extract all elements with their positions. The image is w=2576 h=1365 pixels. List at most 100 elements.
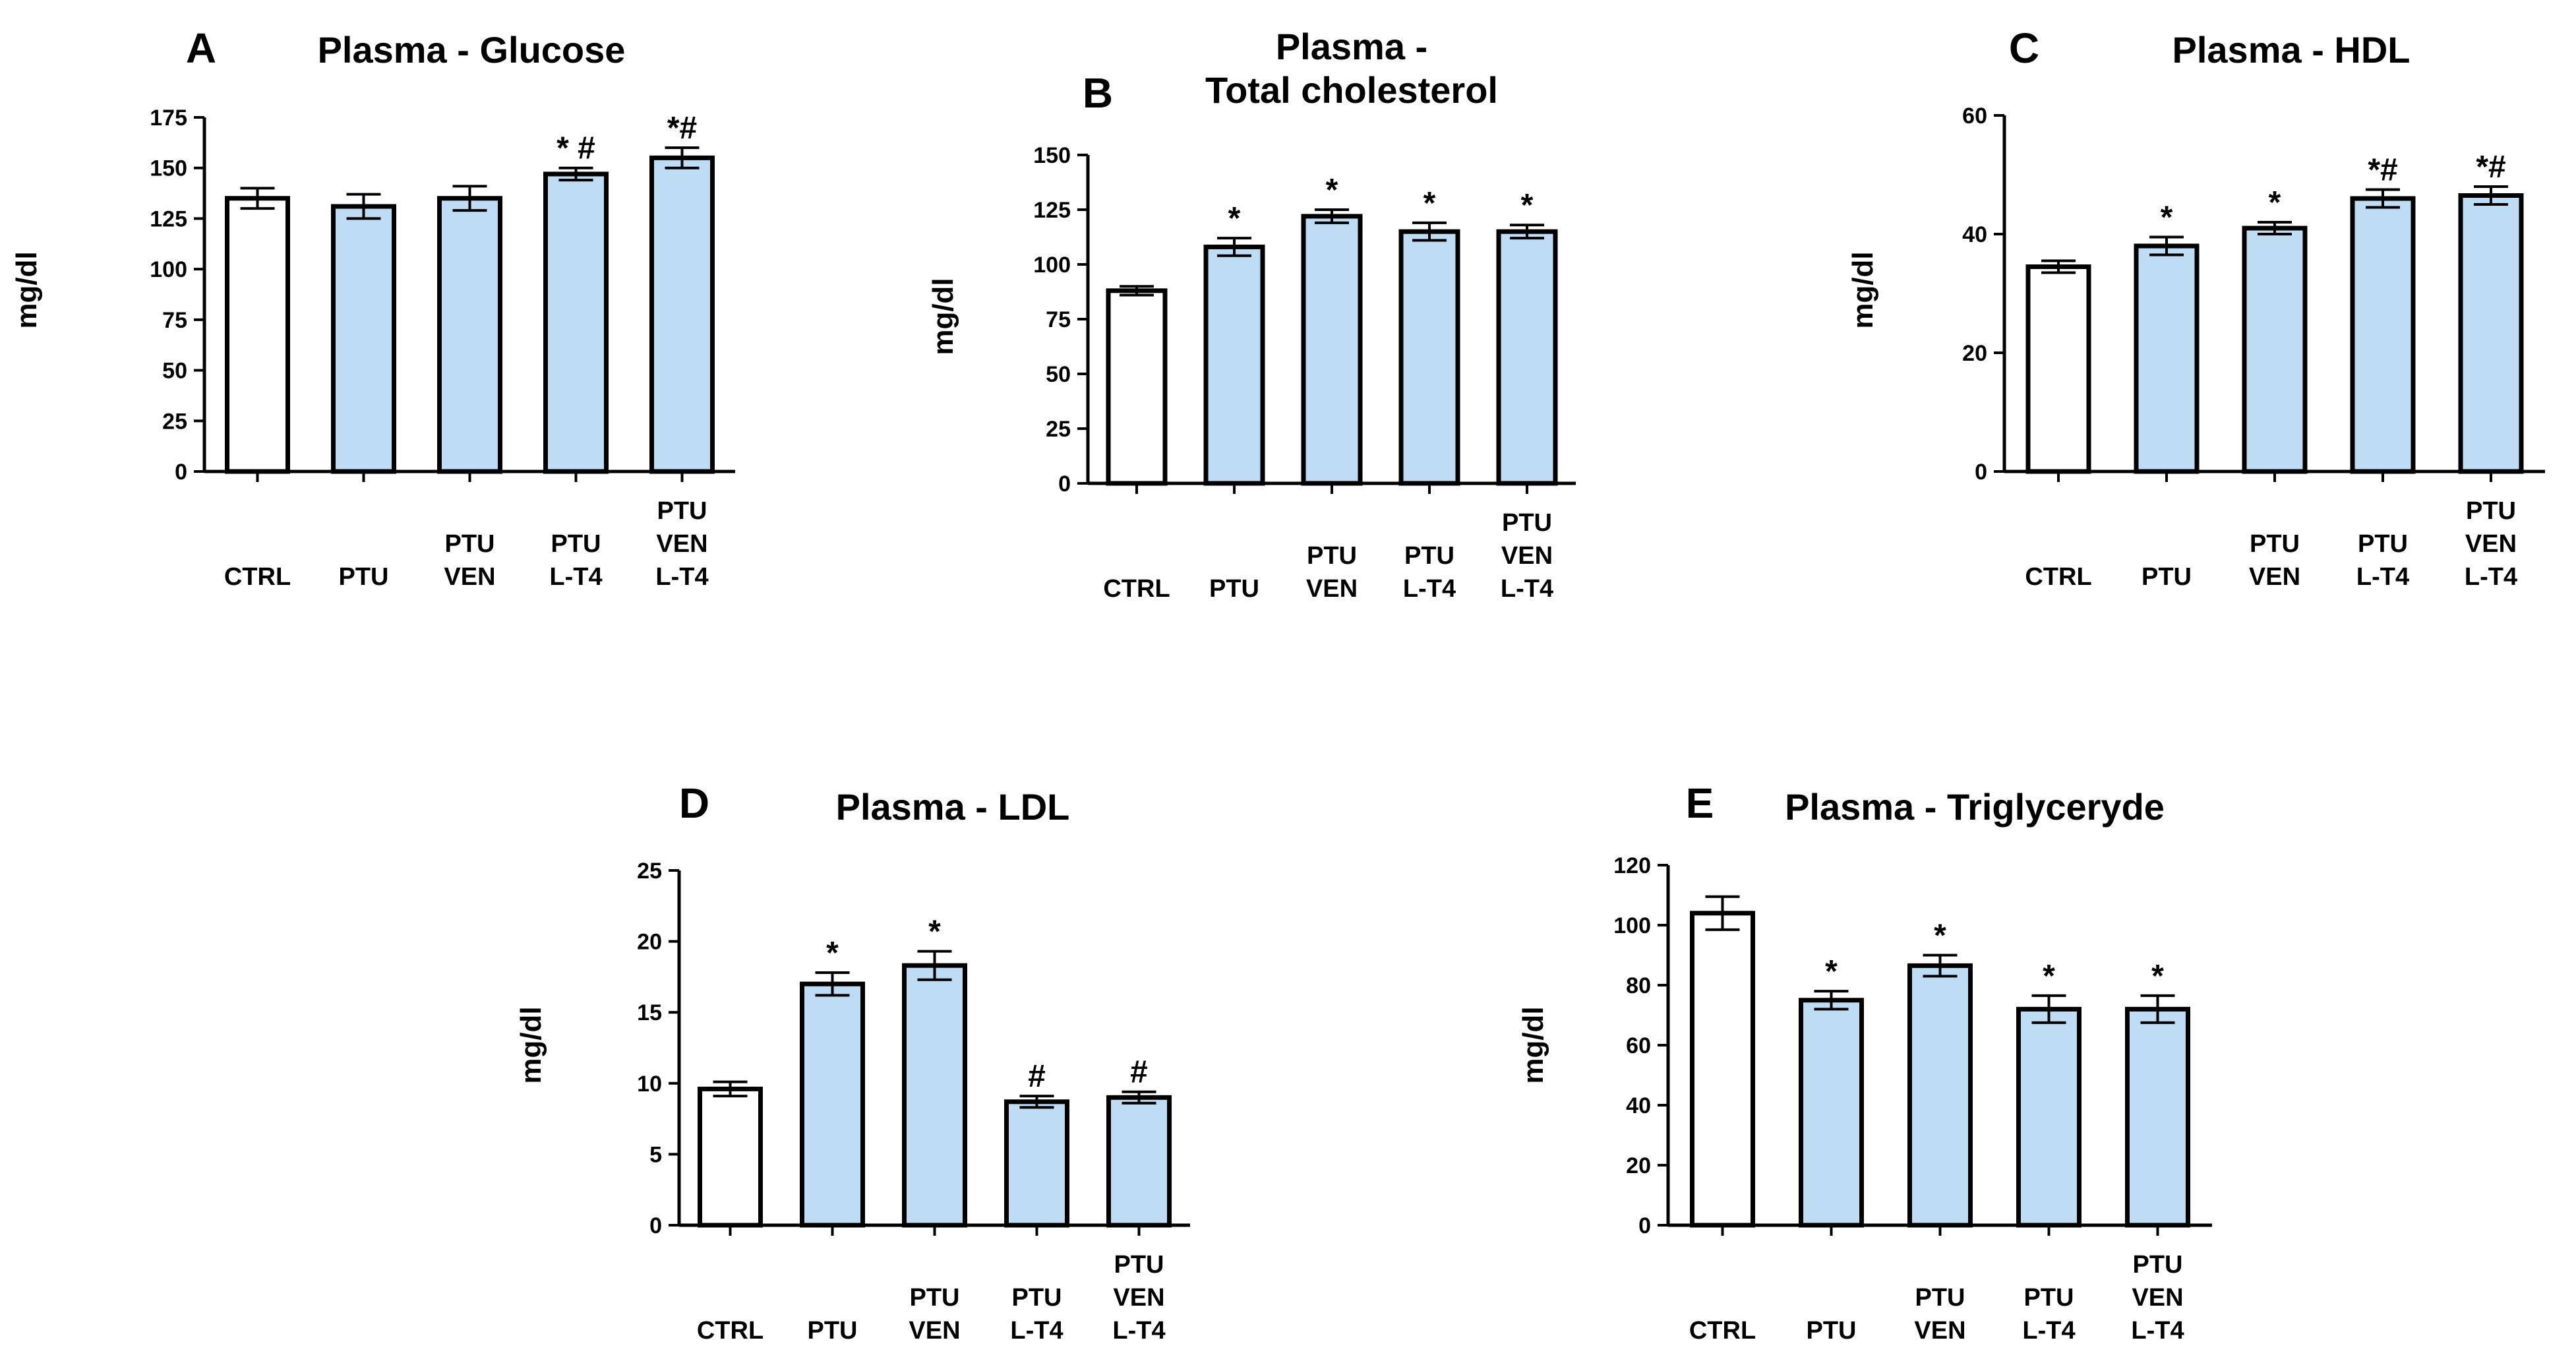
bar	[1398, 229, 1460, 486]
bar	[1004, 1099, 1069, 1228]
x-category-label: VEN	[2465, 530, 2517, 558]
y-tick-label: 50	[162, 359, 187, 384]
x-category-label: PTU	[1915, 1284, 1965, 1312]
y-tick-label: 20	[637, 930, 662, 955]
significance-marker: *	[1825, 954, 1838, 989]
x-category-label: L-T4	[2131, 1317, 2184, 1345]
chart-title: Plasma - Glucose	[318, 29, 626, 71]
y-tick-label: 20	[1962, 341, 1987, 366]
x-category-label: L-T4	[2356, 563, 2409, 591]
x-category-label: PTU	[808, 1317, 858, 1345]
significance-marker: *	[928, 915, 941, 950]
x-category-label: L-T4	[549, 563, 602, 591]
bar	[543, 171, 609, 474]
x-category-label: PTU	[445, 530, 495, 558]
significance-marker: *	[1228, 201, 1241, 236]
x-category-label: CTRL	[224, 563, 291, 591]
panel-letter: E	[1686, 779, 1714, 827]
significance-marker: *	[2269, 185, 2281, 220]
x-category-label: VEN	[656, 530, 707, 558]
x-category-label: CTRL	[1103, 575, 1170, 603]
significance-marker: *	[1326, 173, 1338, 208]
x-category-label: PTU	[2133, 1251, 2183, 1279]
bar	[331, 204, 396, 474]
y-tick-label: 0	[1638, 1213, 1651, 1238]
chart-panel-d: D Plasma - LDL mg/dl 0 5 10 15 20 25 CTRL * PTU * PTU…	[515, 779, 1190, 1345]
x-category-label: VEN	[2132, 1284, 2183, 1312]
y-tick-label: 100	[1033, 253, 1071, 278]
x-category-label: PTU	[1502, 509, 1552, 537]
x-category-label: VEN	[1914, 1317, 1965, 1345]
x-category-label: PTU	[551, 530, 601, 558]
bar	[2134, 243, 2200, 474]
y-tick-label: 0	[649, 1213, 662, 1238]
chart-panel-c: C Plasma - HDL mg/dl 0 20 40 60 CTRL * PTU * PTU VEN…	[1847, 24, 2545, 591]
bar	[2350, 196, 2416, 474]
y-tick-label: 25	[1046, 417, 1071, 442]
bar	[1799, 998, 1864, 1228]
x-category-label: VEN	[909, 1317, 960, 1345]
y-axis-label: mg/dl	[927, 278, 959, 355]
y-tick-label: 0	[1058, 471, 1071, 497]
x-category-label: PTU	[1114, 1251, 1164, 1279]
bar	[1106, 288, 1168, 486]
x-category-label: L-T4	[1501, 575, 1553, 603]
y-tick-label: 50	[1046, 362, 1071, 387]
x-category-label: CTRL	[2025, 563, 2091, 591]
x-category-label: PTU	[1209, 575, 1259, 603]
panel-letter: A	[186, 24, 216, 72]
chart-title: Plasma - LDL	[836, 786, 1070, 828]
bar	[1203, 244, 1265, 486]
bar	[1106, 1095, 1172, 1228]
y-tick-label: 80	[1626, 973, 1651, 998]
y-tick-label: 75	[162, 308, 187, 333]
significance-marker: * #	[556, 131, 595, 166]
y-tick-label: 25	[162, 409, 187, 434]
x-category-label: PTU	[339, 563, 389, 591]
x-category-label: L-T4	[1112, 1317, 1165, 1345]
y-axis-label: mg/dl	[515, 1006, 547, 1083]
x-category-label: PTU	[1404, 542, 1454, 570]
bar	[2125, 1006, 2190, 1228]
x-category-label: PTU	[1807, 1317, 1857, 1345]
x-category-label: VEN	[1113, 1284, 1164, 1312]
significance-marker: *	[1521, 188, 1534, 223]
significance-marker: #	[1130, 1055, 1148, 1090]
bar	[1690, 911, 1755, 1228]
chart-title: Total cholesterol	[1205, 69, 1498, 111]
y-axis-label: mg/dl	[1847, 251, 1879, 328]
bar	[1907, 963, 1973, 1228]
x-category-label: VEN	[1306, 575, 1358, 603]
x-category-label: VEN	[2249, 563, 2300, 591]
x-category-label: PTU	[2024, 1284, 2074, 1312]
y-tick-label: 150	[1033, 143, 1071, 168]
x-category-label: L-T4	[1010, 1317, 1063, 1345]
x-category-label: PTU	[1307, 542, 1357, 570]
x-category-label: VEN	[1501, 542, 1553, 570]
x-category-label: L-T4	[2465, 563, 2517, 591]
y-tick-label: 20	[1626, 1153, 1651, 1178]
y-tick-label: 60	[1626, 1033, 1651, 1058]
y-tick-label: 0	[175, 460, 187, 485]
significance-marker: *	[2161, 200, 2173, 235]
x-category-label: L-T4	[655, 563, 708, 591]
bar	[225, 196, 290, 474]
y-tick-label: 125	[150, 206, 187, 231]
y-tick-label: 5	[649, 1142, 662, 1167]
bar	[698, 1086, 763, 1228]
bar	[1301, 214, 1363, 486]
x-category-label: PTU	[657, 497, 707, 525]
y-tick-label: 120	[1613, 853, 1651, 878]
y-tick-label: 100	[1613, 913, 1651, 938]
y-tick-label: 125	[1033, 198, 1071, 223]
panel-letter: C	[2009, 24, 2039, 72]
y-tick-label: 25	[637, 859, 662, 884]
y-tick-label: 40	[1962, 222, 1987, 247]
x-category-label: L-T4	[1403, 575, 1456, 603]
x-category-label: PTU	[2358, 530, 2408, 558]
significance-marker: *	[826, 936, 839, 971]
significance-marker: *	[2151, 959, 2164, 994]
y-tick-label: 0	[1975, 460, 1987, 485]
x-category-label: PTU	[2466, 497, 2516, 525]
